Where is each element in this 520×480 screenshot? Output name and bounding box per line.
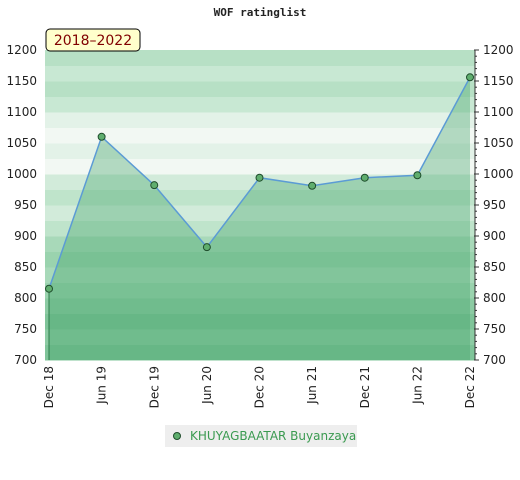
y2-tick-label: 1000	[483, 167, 514, 181]
y2-tick-label: 1200	[483, 43, 514, 57]
y2-tick-label: 850	[483, 260, 506, 274]
y-tick-label: 800	[14, 291, 37, 305]
point	[255, 173, 264, 182]
y2-tick-label: 750	[483, 322, 506, 336]
stripe	[45, 251, 475, 268]
point	[308, 181, 317, 190]
y2-tick-label: 700	[483, 353, 506, 367]
legend-marker	[173, 432, 181, 440]
y2-tick-label: 900	[483, 229, 506, 243]
badge	[45, 28, 141, 52]
y2-tick-label: 800	[483, 291, 506, 305]
legend-label: KHUYAGBAATAR Buyanzaya	[190, 429, 356, 443]
stripe	[45, 50, 475, 66]
x-tick-label: Jun 21	[305, 366, 319, 405]
y-tick-label: 1000	[6, 167, 37, 181]
stripe	[45, 236, 475, 252]
y-tick-label: 850	[14, 260, 37, 274]
y-tick-label: 750	[14, 322, 37, 336]
y-tick-label: 1200	[6, 43, 37, 57]
chart-title: WOF ratinglist	[214, 6, 307, 19]
y-tick-label: 900	[14, 229, 37, 243]
stripe	[45, 143, 475, 159]
y-tick-label: 1150	[6, 74, 37, 88]
x-tick-label: Jun 19	[95, 366, 109, 405]
stripe	[45, 127, 475, 144]
stripe	[45, 189, 475, 206]
x-tick-label: Dec 21	[358, 366, 372, 408]
y2-tick-label: 1050	[483, 136, 514, 150]
y-tick-label: 950	[14, 198, 37, 212]
stripe	[45, 205, 475, 221]
y-tick-label: 1050	[6, 136, 37, 150]
point	[202, 243, 211, 252]
point	[150, 181, 159, 190]
stripe	[45, 158, 475, 175]
stripe	[45, 96, 475, 113]
background	[45, 50, 475, 361]
x-tick-label: Dec 18	[42, 366, 56, 408]
y2-tick-label: 950	[483, 198, 506, 212]
x-tick-label: Dec 19	[147, 366, 161, 408]
y2-tick-label: 1100	[483, 105, 514, 119]
subtitle: 2018–2022	[54, 33, 132, 49]
stripe	[45, 298, 475, 314]
point	[466, 73, 474, 82]
x-tick-label: Dec 20	[253, 366, 267, 408]
stripe	[45, 344, 475, 361]
stripe	[45, 65, 475, 82]
stripe	[45, 112, 475, 128]
x-tick-label: Jun 20	[200, 366, 214, 405]
point	[45, 284, 53, 293]
y2-tick-label: 1150	[483, 74, 514, 88]
stripe	[45, 329, 475, 345]
point	[360, 173, 369, 182]
stripe	[45, 220, 475, 237]
stripe	[45, 267, 475, 283]
point	[97, 132, 106, 141]
y-tick-label: 700	[14, 353, 37, 367]
area	[49, 77, 470, 360]
legend	[165, 425, 357, 447]
y-tick-label: 1100	[6, 105, 37, 119]
stripe	[45, 282, 475, 299]
stripe	[45, 313, 475, 330]
stripe	[45, 81, 475, 97]
x-tick-label: Jun 22	[410, 366, 424, 405]
x-tick-label: Dec 22	[463, 366, 477, 408]
point	[413, 171, 422, 180]
